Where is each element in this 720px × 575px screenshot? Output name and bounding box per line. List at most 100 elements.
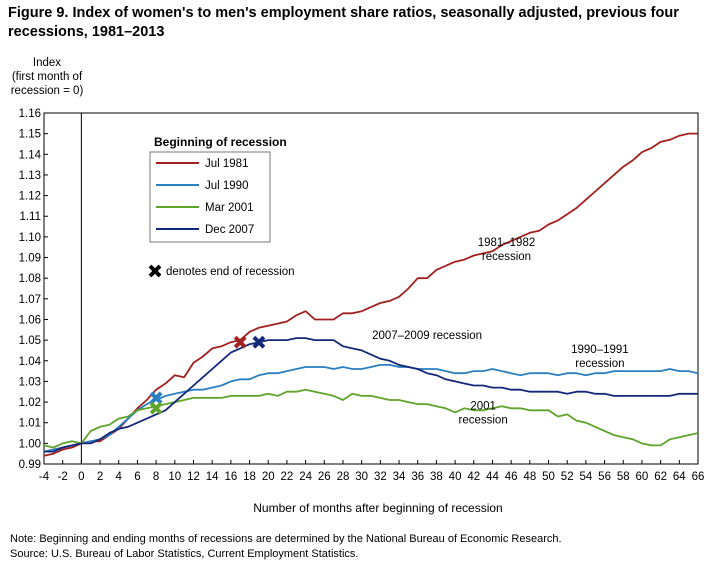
x-tick-label: 26 [318, 471, 331, 483]
x-tick-label: 50 [542, 471, 555, 483]
y-tick-label: 1.02 [19, 397, 41, 409]
source-note: Source: U.S. Bureau of Labor Statistics,… [10, 548, 359, 560]
y-tick-label: 0.99 [19, 459, 41, 471]
footnote: Note: Beginning and ending months of rec… [10, 533, 562, 545]
x-tick-label: 62 [654, 471, 667, 483]
y-tick-label: 1.03 [19, 376, 41, 388]
end-of-recession-note: denotes end of recession [166, 266, 295, 278]
annotation-text: recession [482, 251, 531, 263]
x-tick-label: 22 [281, 471, 294, 483]
legend-label: Jul 1981 [205, 158, 248, 170]
end-of-recession-marker-4 [252, 335, 266, 349]
x-tick-label: 42 [467, 471, 480, 483]
x-tick-label: 64 [673, 471, 686, 483]
x-tick-label: 0 [78, 471, 84, 483]
y-tick-label: 1.13 [19, 170, 41, 182]
x-tick-label: 2 [97, 471, 103, 483]
legend-item-2: Jul 1990 [156, 180, 248, 192]
y-axis-label: Index (first month of recession = 0) [10, 56, 84, 98]
y-axis-label-line-3: recession = 0) [10, 85, 84, 97]
y-tick-label: 1.07 [19, 294, 41, 306]
annotation-text: 2007–2009 recession [372, 330, 482, 342]
y-tick-label: 1.01 [19, 418, 41, 430]
end-of-recession-marker-2 [149, 391, 163, 405]
series-lines [43, 132, 699, 457]
annotation-2: 2007–2009 recession [372, 330, 482, 342]
annotation-1: 1981–1982 recession [478, 237, 536, 263]
x-tick-label: 44 [486, 471, 499, 483]
black-x-icon [148, 264, 162, 278]
annotation-4: 2001 recession [459, 400, 508, 426]
x-tick-label: -2 [58, 471, 68, 483]
x-tick-label: 12 [187, 471, 200, 483]
annotation-text: recession [575, 358, 624, 370]
legend-end-marker-note: denotes end of recession [148, 264, 295, 278]
annotation-text: 1990–1991 [571, 344, 629, 356]
x-tick-label: -4 [39, 471, 50, 483]
x-tick-label: 52 [561, 471, 574, 483]
series-line-4 [44, 337, 698, 453]
x-tick-label: 28 [337, 471, 350, 483]
y-tick-label: 1.11 [19, 211, 41, 223]
legend-box [149, 151, 271, 243]
legend-label: Dec 2007 [205, 224, 254, 236]
x-tick-label: 30 [355, 471, 368, 483]
legend-label: Mar 2001 [205, 202, 254, 214]
x-tick-label: 58 [617, 471, 630, 483]
y-tick-label: 1.04 [19, 356, 42, 368]
x-tick-label: 24 [299, 471, 312, 483]
x-tick-label: 38 [430, 471, 443, 483]
axes: 0.99 1.00 1.01 1.02 1.03 1.04 1.05 1.06 1.07 1.08… [19, 108, 705, 483]
legend-item-4: Dec 2007 [156, 224, 254, 236]
x-tick-label: 6 [134, 471, 140, 483]
legend-title: Beginning of recession [154, 135, 287, 149]
x-tick-label: 46 [505, 471, 518, 483]
annotation-text: 1981–1982 [478, 237, 536, 249]
y-axis-label-line-2: (first month of [11, 71, 83, 83]
x-tick-label: 40 [449, 471, 462, 483]
figure-title: Figure 9. Index of women's to men's empl… [8, 5, 679, 40]
y-tick-label: 1.08 [19, 273, 41, 285]
plot-area-frame [43, 112, 699, 465]
x-tick-label: 60 [636, 471, 649, 483]
annotation-text: 2001 [470, 400, 496, 412]
annotation-text: recession [459, 414, 508, 426]
recession-annotations: 1981–1982 recession 2007–2009 recession 199… [372, 237, 629, 427]
x-tick-label: 8 [153, 471, 159, 483]
y-tick-label: 1.09 [19, 253, 41, 265]
end-of-recession-marker-1 [233, 335, 247, 349]
x-tick-label: 32 [374, 471, 387, 483]
y-tick-label: 1.12 [19, 191, 41, 203]
legend-item-1: Jul 1981 [156, 158, 248, 170]
recession-end-markers [149, 335, 266, 415]
legend: Beginning of recession Jul 1981 Jul 1990 Ma… [148, 135, 295, 278]
x-tick-label: 36 [411, 471, 424, 483]
x-tick-label: 4 [116, 471, 123, 483]
x-tick-label: 56 [598, 471, 611, 483]
x-tick-label: 66 [692, 471, 705, 483]
x-tick-label: 20 [262, 471, 275, 483]
legend-label: Jul 1990 [205, 180, 248, 192]
end-of-recession-marker-3 [149, 401, 163, 415]
x-tick-label: 16 [224, 471, 237, 483]
x-tick-label: 10 [168, 471, 181, 483]
annotation-3: 1990–1991 recession [571, 344, 629, 370]
series-line-3 [43, 388, 699, 449]
series-line-2 [43, 363, 699, 453]
y-tick-label: 1.16 [19, 108, 41, 120]
y-tick-label: 1.10 [19, 232, 41, 244]
x-tick-label: 34 [393, 471, 406, 483]
x-tick-label: 48 [523, 471, 536, 483]
legend-item-3: Mar 2001 [156, 202, 254, 214]
x-tick-label: 14 [206, 471, 219, 483]
y-tick-label: 1.14 [19, 149, 42, 161]
y-tick-label: 1.15 [19, 129, 41, 141]
x-axis-label: Number of months after beginning of rece… [253, 501, 502, 515]
x-tick-label: 54 [579, 471, 592, 483]
y-tick-label: 1.00 [19, 438, 41, 450]
x-tick-label: 18 [243, 471, 256, 483]
y-tick-label: 1.05 [19, 335, 41, 347]
y-axis-label-line-1: Index [32, 57, 62, 69]
y-tick-label: 1.06 [19, 314, 41, 326]
